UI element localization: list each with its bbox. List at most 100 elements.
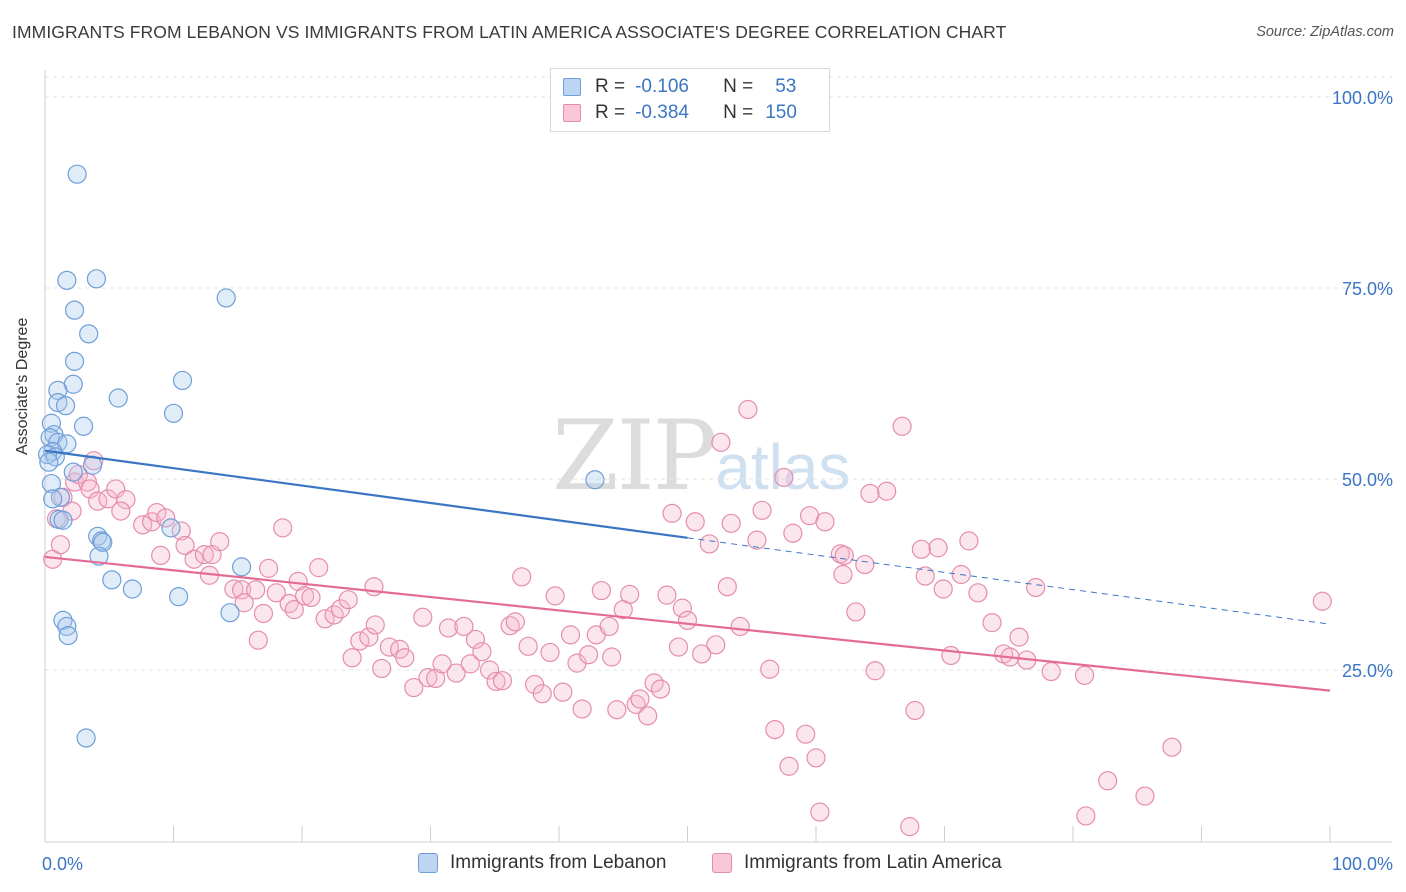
point-latin-america-107	[774, 467, 794, 488]
point-latin-america-31	[273, 518, 293, 538]
point-latin-america-89	[657, 585, 677, 605]
point-latin-america-71	[545, 586, 565, 606]
point-latin-america-24	[224, 579, 244, 599]
point-latin-america-22	[210, 532, 230, 552]
point-latin-america-46	[372, 658, 392, 679]
point-lebanon-5	[79, 324, 99, 344]
legend-n-value-latin-america: 150	[765, 102, 797, 123]
point-lebanon-14	[41, 413, 62, 433]
point-latin-america-37	[309, 558, 329, 578]
series-label-lebanon: Immigrants from Lebanon	[450, 852, 667, 873]
legend-row-latin-america: R = -0.384 N = 150	[563, 101, 797, 125]
point-latin-america-134	[982, 613, 1002, 633]
point-latin-america-142	[1076, 806, 1096, 826]
point-latin-america-98	[711, 432, 731, 452]
series-label-latin-america: Immigrants from Latin America	[744, 852, 1002, 873]
point-latin-america-97	[706, 635, 726, 655]
chart-title: IMMIGRANTS FROM LEBANON VS IMMIGRANTS FR…	[12, 22, 1007, 42]
legend-r-label: R =	[595, 76, 626, 97]
legend-n-value-lebanon: 53	[775, 76, 797, 97]
point-lebanon-23	[39, 452, 59, 472]
point-latin-america-73	[560, 625, 581, 645]
point-latin-america-32	[279, 593, 299, 614]
trendline-latin-america	[44, 555, 1331, 692]
point-latin-america-28	[253, 603, 274, 624]
point-latin-america-52	[418, 668, 438, 688]
watermark: ZIPatlas	[552, 400, 850, 512]
point-lebanon-27	[50, 487, 71, 507]
point-latin-america-16	[151, 545, 171, 566]
point-latin-america-10	[116, 490, 136, 510]
point-latin-america-99	[717, 577, 737, 597]
point-latin-america-132	[959, 531, 979, 551]
legend-swatch-latin-america	[563, 104, 581, 122]
y-tick-label-100: 100.0%	[1332, 88, 1393, 108]
point-latin-america-128	[928, 538, 948, 558]
point-latin-america-85	[630, 689, 650, 709]
point-latin-america-93	[677, 610, 698, 630]
point-lebanon-45	[76, 728, 96, 748]
point-latin-america-141	[1074, 665, 1095, 685]
point-latin-america-56	[446, 663, 466, 683]
point-latin-america-49	[395, 648, 415, 668]
point-latin-america-66	[512, 567, 532, 587]
point-latin-america-18	[175, 535, 195, 556]
point-latin-america-14	[147, 503, 167, 523]
point-latin-america-120	[860, 483, 880, 504]
point-latin-america-118	[846, 602, 866, 622]
point-latin-america-106	[765, 719, 785, 740]
series-legend-lebanon: Immigrants from Lebanon	[418, 852, 667, 874]
point-lebanon-28	[43, 489, 63, 509]
point-latin-america-64	[500, 616, 520, 636]
point-latin-america-19	[184, 549, 204, 569]
point-latin-america-81	[607, 700, 627, 720]
point-latin-america-35	[294, 586, 315, 606]
point-latin-america-59	[465, 629, 486, 650]
point-lebanon-37	[232, 557, 252, 577]
point-latin-america-145	[1162, 737, 1182, 757]
point-latin-america-83	[620, 584, 640, 604]
legend-row-lebanon: R = -0.106 N = 53	[563, 75, 796, 99]
legend-r-value-latin-america: -0.384	[635, 102, 689, 123]
point-latin-america-101	[730, 616, 750, 637]
point-latin-america-125	[905, 700, 925, 721]
point-latin-america-108	[779, 756, 799, 776]
point-latin-america-140	[1041, 661, 1061, 682]
correlation-legend: R = -0.106 N = 53 R = -0.384 N = 150	[550, 68, 830, 132]
point-latin-america-146	[1312, 591, 1332, 611]
point-latin-america-103	[747, 530, 767, 550]
point-latin-america-62	[486, 671, 506, 692]
point-latin-america-122	[877, 481, 897, 501]
point-latin-america-90	[662, 503, 682, 523]
point-latin-america-126	[911, 539, 931, 559]
point-latin-america-78	[591, 580, 612, 601]
point-latin-america-6	[80, 479, 100, 499]
point-latin-america-96	[699, 534, 719, 554]
point-latin-america-84	[626, 694, 646, 714]
point-latin-america-100	[721, 513, 741, 533]
y-tick-label-25: 25.0%	[1342, 661, 1393, 681]
point-latin-america-109	[783, 523, 803, 543]
point-latin-america-102	[738, 399, 758, 420]
point-latin-america-104	[752, 500, 772, 520]
point-latin-america-55	[438, 618, 459, 638]
point-lebanon-29	[585, 470, 605, 490]
point-latin-america-57	[454, 616, 474, 637]
trendline-lebanon-extension	[687, 537, 1331, 625]
point-latin-america-112	[806, 748, 826, 768]
point-latin-america-61	[480, 660, 500, 680]
point-latin-america-30	[266, 583, 286, 603]
point-lebanon-36	[89, 546, 109, 566]
point-latin-america-94	[685, 512, 705, 532]
point-latin-america-123	[892, 416, 912, 436]
point-latin-america-86	[638, 706, 658, 726]
watermark-zip: ZIP	[552, 400, 717, 512]
point-latin-america-20	[194, 545, 214, 565]
point-latin-america-110	[796, 724, 816, 744]
point-latin-america-45	[365, 615, 385, 635]
point-latin-america-130	[941, 645, 961, 666]
point-latin-america-58	[460, 654, 480, 674]
point-latin-america-67	[518, 636, 538, 656]
x-tick-label-min: 0.0%	[42, 854, 83, 874]
point-lebanon-26	[41, 473, 62, 494]
